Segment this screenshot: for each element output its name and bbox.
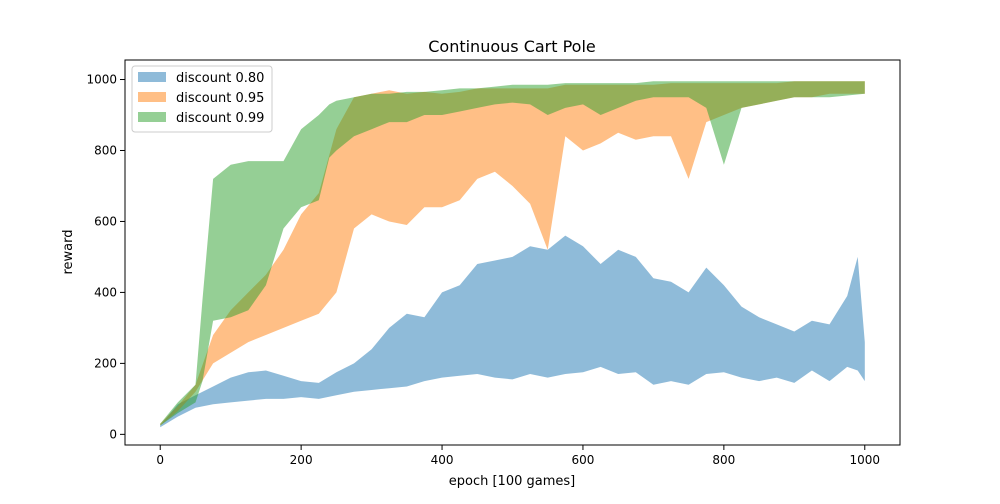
chart-title: Continuous Cart Pole xyxy=(428,37,596,56)
y-tick-label: 800 xyxy=(94,143,117,157)
legend-box xyxy=(131,65,273,133)
y-tick-label: 1000 xyxy=(86,73,117,87)
y-axis-label: reward xyxy=(61,229,76,274)
series-layer xyxy=(160,81,865,428)
plot-frame xyxy=(124,59,901,446)
x-tick-label: 400 xyxy=(431,453,454,467)
x-tick-label: 0 xyxy=(156,453,164,467)
y-tick-label: 200 xyxy=(94,356,117,370)
x-tick-label: 200 xyxy=(290,453,313,467)
legend-label: discount 0.80 xyxy=(176,71,264,86)
legend: discount 0.80 discount 0.95 discount 0.99 xyxy=(131,65,273,133)
x-tick-label: 800 xyxy=(712,453,735,467)
x-tick-label: 600 xyxy=(572,453,595,467)
x-tick-label: 1000 xyxy=(849,453,880,467)
x-axis: 0 200 400 600 800 1000 xyxy=(156,445,880,467)
legend-swatch xyxy=(138,112,166,122)
y-tick-label: 600 xyxy=(94,214,117,228)
x-axis-label: epoch [100 games] xyxy=(449,474,575,489)
y-tick-label: 0 xyxy=(109,427,117,441)
y-tick-label: 400 xyxy=(94,285,117,299)
legend-swatch xyxy=(138,92,166,102)
series-band-1 xyxy=(160,81,865,426)
legend-label: discount 0.99 xyxy=(176,111,264,126)
legend-label: discount 0.95 xyxy=(176,91,264,106)
legend-swatch xyxy=(138,72,166,82)
y-axis: 0 200 400 600 800 1000 xyxy=(86,73,125,441)
series-band-0 xyxy=(160,235,865,428)
